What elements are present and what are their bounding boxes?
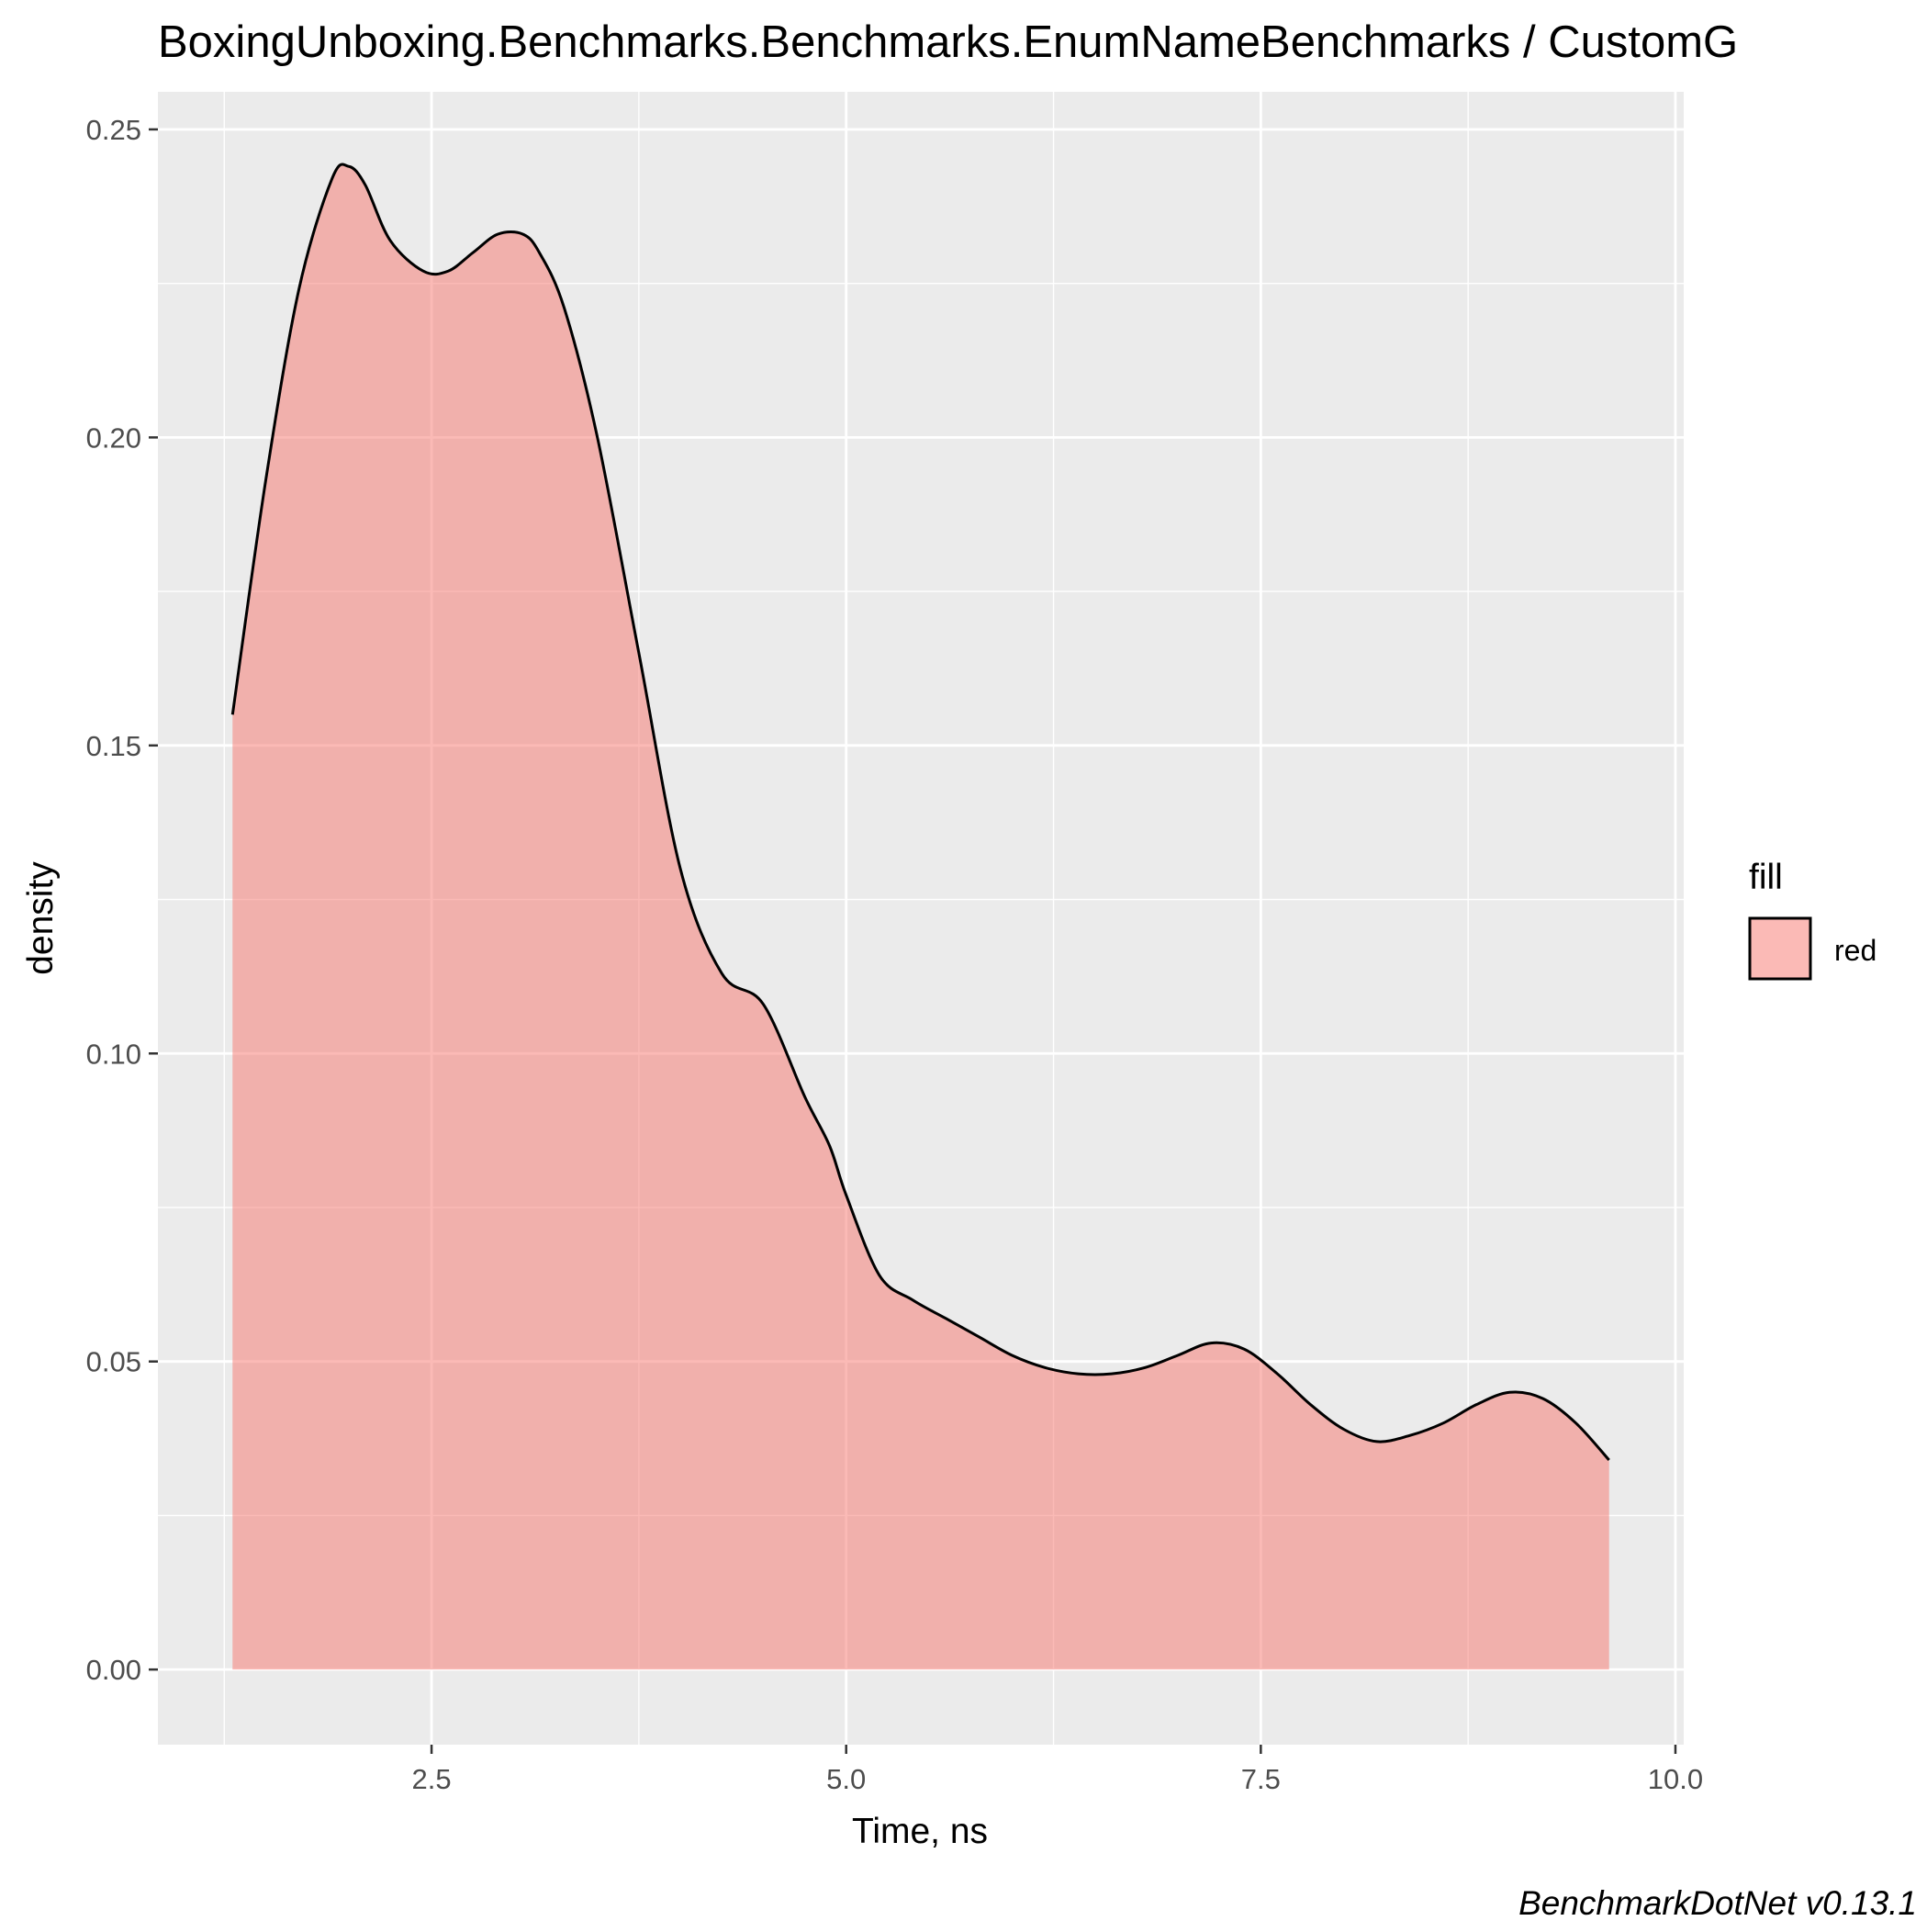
- density-area-0: [232, 163, 1609, 1670]
- legend-title: fill: [1749, 858, 1783, 897]
- density-series: [230, 163, 1610, 1670]
- y-tick-label: 0.15: [86, 730, 141, 762]
- legend-label-red: red: [1834, 934, 1877, 967]
- legend: fill red: [1748, 858, 1877, 981]
- x-tick-label: 2.5: [412, 1763, 452, 1795]
- axes: 2.5 5.0 7.5 10.0 0.00 0.05 0.10 0.15 0.20 0.25: [86, 114, 1703, 1795]
- y-tick-label: 0.25: [86, 114, 141, 146]
- caption: BenchmarkDotNet v0.13.1: [1518, 1884, 1917, 1922]
- x-tick-label: 5.0: [826, 1763, 866, 1795]
- chart-title: BoxingUnboxing.Benchmarks.Benchmarks.Enu…: [158, 17, 1738, 67]
- y-tick-label: 0.00: [86, 1654, 141, 1686]
- y-tick-label: 0.10: [86, 1038, 141, 1070]
- y-tick-label: 0.05: [86, 1346, 141, 1378]
- y-tick-label: 0.20: [86, 421, 141, 454]
- x-tick-label: 10.0: [1648, 1763, 1703, 1795]
- x-tick-label: 7.5: [1241, 1763, 1281, 1795]
- legend-key: [1748, 916, 1812, 981]
- x-axis-label: Time, ns: [852, 1812, 988, 1851]
- y-axis-label: density: [21, 861, 61, 975]
- density-line-0: [230, 163, 1610, 1462]
